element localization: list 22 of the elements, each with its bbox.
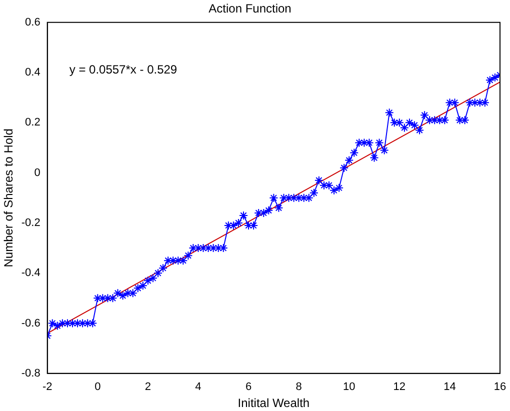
annotation: y = 0.0557*x - 0.529 <box>69 62 178 77</box>
x-tick-label: 14 <box>444 381 456 394</box>
y-tick-label: 0.4 <box>25 66 40 79</box>
x-tick-label: -2 <box>42 381 52 394</box>
x-tick-label: 4 <box>195 381 202 394</box>
x-axis-title: Initital Wealth <box>238 396 310 410</box>
x-tick-label: 0 <box>94 381 101 394</box>
y-tick-label: 0.6 <box>25 16 40 28</box>
y-tick-label: 0.2 <box>25 116 40 129</box>
x-tick-label: 8 <box>296 381 302 394</box>
x-tick-label: 16 <box>494 381 506 394</box>
y-tick-label: 0 <box>34 166 40 179</box>
chart-title: Action Function <box>208 2 292 16</box>
y-tick-label: -0.4 <box>21 267 40 280</box>
y-tick-label: -0.6 <box>21 317 40 330</box>
y-tick-label: -0.2 <box>21 217 40 230</box>
x-tick-label: 6 <box>245 381 252 394</box>
y-tick-label: -0.8 <box>21 367 40 380</box>
y-axis-title: Number of Shares to Hold <box>2 128 16 268</box>
x-tick-label: 2 <box>144 381 152 394</box>
x-tick-label: 12 <box>393 381 406 394</box>
x-tick-label: 10 <box>342 381 356 394</box>
